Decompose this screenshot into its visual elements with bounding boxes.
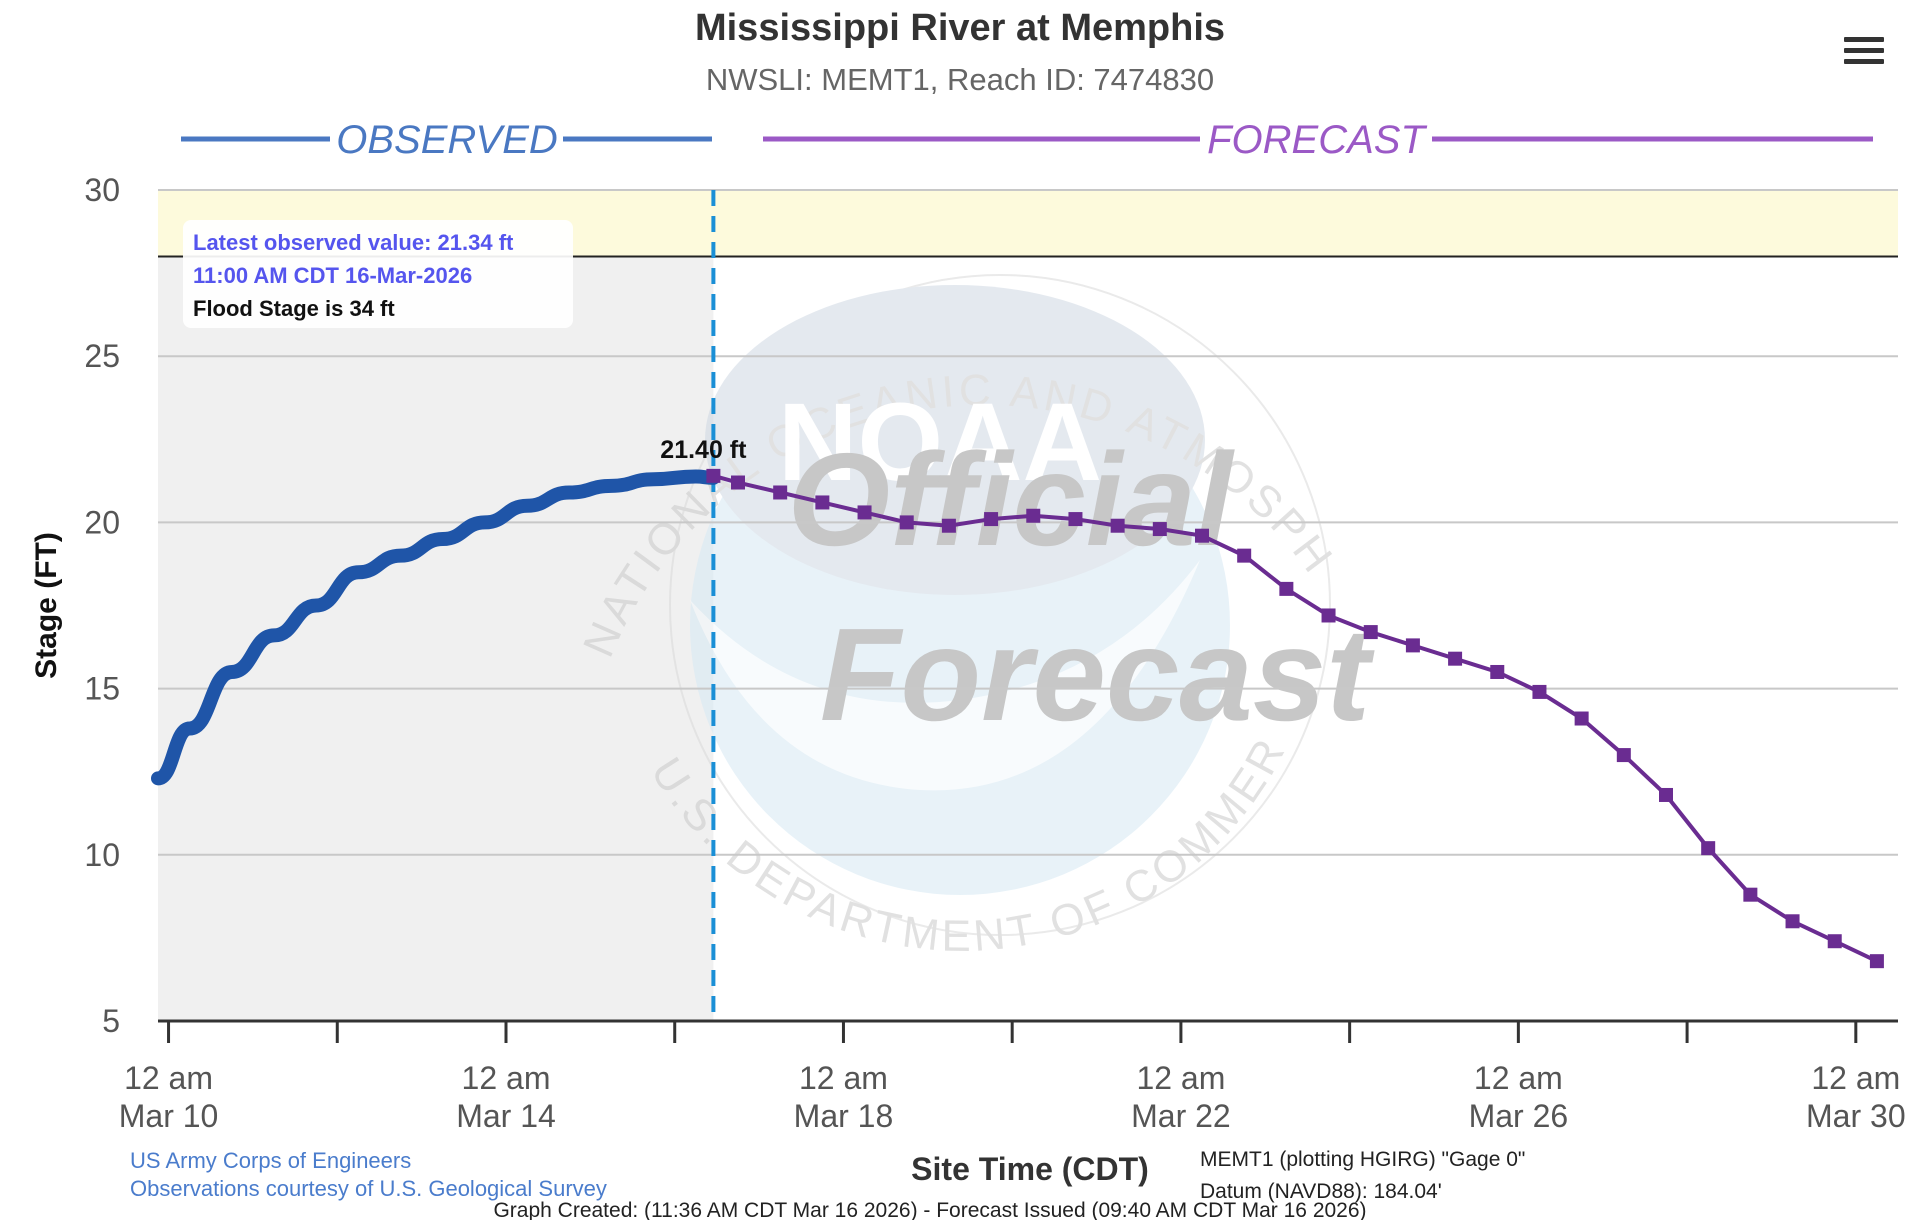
forecast-point: [857, 505, 872, 520]
x-tick-label: 12 am: [1474, 1060, 1563, 1096]
forecast-point: [731, 475, 745, 490]
x-tick-label: 12 am: [124, 1060, 213, 1096]
observed-period-shading: [158, 190, 714, 1021]
forecast-point: [984, 512, 999, 527]
forecast-point: [1110, 518, 1125, 533]
datum-line-2: Datum (NAVD88): 184.04': [1200, 1180, 1442, 1203]
y-tick-label: 30: [84, 172, 120, 208]
x-tick-label: Mar 10: [119, 1098, 219, 1134]
credit-usace-link[interactable]: US Army Corps of Engineers: [130, 1148, 411, 1173]
x-tick-label: Mar 26: [1469, 1098, 1569, 1134]
observed-label: OBSERVED: [336, 118, 558, 162]
period-header: OBSERVED FORECAST: [181, 118, 1873, 162]
forecast-point: [1321, 608, 1336, 623]
forecast-point: [815, 495, 830, 510]
forecast-point: [899, 515, 914, 530]
x-tick-label: Mar 14: [456, 1098, 556, 1134]
chart-title: Mississippi River at Memphis: [695, 7, 1225, 49]
forecast-point: [1363, 625, 1378, 640]
observed-series-line: [151, 469, 721, 786]
forecast-label: FORECAST: [1207, 118, 1427, 162]
x-tick-label: 12 am: [1136, 1060, 1225, 1096]
tooltip-latest-value: Latest observed value: 21.34 ft: [193, 230, 514, 255]
forecast-point: [1532, 684, 1547, 699]
forecast-point: [1195, 528, 1209, 543]
forecast-point: [1405, 638, 1420, 653]
x-tick-label: 12 am: [799, 1060, 888, 1096]
graph-created-note: Graph Created: (11:36 AM CDT Mar 16 2026…: [493, 1199, 1366, 1220]
y-tick-label: 20: [84, 504, 120, 540]
forecast-point: [1026, 508, 1041, 523]
chart-menu-button[interactable]: [1838, 24, 1890, 76]
chart-subtitle: NWSLI: MEMT1, Reach ID: 7474830: [706, 62, 1214, 97]
forecast-point: [1743, 887, 1758, 902]
forecast-point: [1785, 914, 1800, 929]
y-axis-title: Stage (FT): [30, 532, 63, 679]
x-tick-label: Mar 18: [794, 1098, 894, 1134]
forecast-point: [1448, 651, 1463, 666]
watermark-forecast-text: Forecast: [820, 601, 1375, 748]
forecast-point: [773, 485, 788, 500]
forecast-point: [1574, 711, 1589, 726]
peak-value-label: 21.40 ft: [660, 436, 747, 464]
x-tick-label: 12 am: [1811, 1060, 1900, 1096]
credit-usgs-link[interactable]: Observations courtesy of U.S. Geological…: [130, 1176, 607, 1201]
x-tick-label: Mar 30: [1806, 1098, 1906, 1134]
forecast-point: [1490, 664, 1505, 679]
tooltip-latest-time: 11:00 AM CDT 16-Mar-2026: [193, 263, 472, 288]
forecast-point: [1827, 934, 1842, 949]
forecast-point: [1659, 787, 1673, 802]
watermark-official-text: Official: [787, 426, 1234, 573]
latest-value-tooltip[interactable]: Latest observed value: 21.34 ft 11:00 AM…: [183, 220, 573, 328]
y-tick-label: 5: [102, 1003, 120, 1039]
y-tick-label: 25: [84, 338, 120, 374]
forecast-point: [1237, 548, 1252, 563]
x-tick-label: Mar 22: [1131, 1098, 1231, 1134]
y-tick-label: 15: [84, 671, 120, 707]
hamburger-menu-icon: [1844, 36, 1884, 42]
watermark-logo-text: NOAA: [778, 381, 1102, 504]
forecast-point: [706, 468, 721, 483]
datum-line-1: MEMT1 (plotting HGIRG) "Gage 0": [1200, 1148, 1525, 1171]
forecast-series-markers: [706, 468, 1884, 969]
x-axis-title: Site Time (CDT): [911, 1151, 1149, 1187]
x-tick-label: 12 am: [462, 1060, 551, 1096]
y-axis-tick-labels: 5 10 15 20 25 30: [84, 172, 120, 1039]
forecast-point: [1152, 522, 1167, 537]
forecast-point: [1068, 512, 1083, 527]
forecast-point: [941, 518, 956, 533]
y-tick-label: 10: [84, 837, 120, 873]
forecast-point: [1616, 748, 1631, 763]
forecast-point: [1279, 581, 1294, 596]
forecast-point: [1701, 841, 1716, 856]
tooltip-flood-stage: Flood Stage is 34 ft: [193, 296, 395, 321]
forecast-point: [1869, 954, 1884, 969]
